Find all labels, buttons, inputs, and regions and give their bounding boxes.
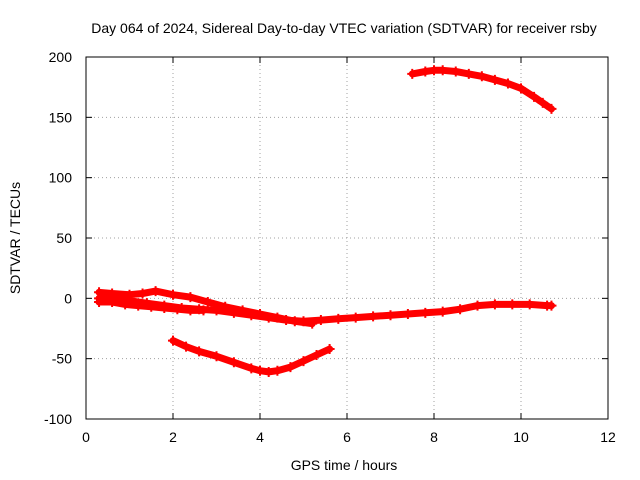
data-point (168, 289, 178, 300)
series-arc-upper (407, 65, 557, 114)
data-point (537, 97, 548, 108)
y-tick-label: 150 (49, 109, 73, 125)
data-point (402, 309, 413, 320)
x-tick-label: 8 (430, 429, 438, 445)
data-point (181, 341, 192, 352)
y-tick-label: 0 (64, 290, 72, 306)
x-tick-label: 10 (513, 429, 529, 445)
data-point (489, 74, 500, 85)
data-point (168, 335, 178, 346)
data-point (272, 312, 283, 323)
data-point (285, 362, 296, 373)
data-point (450, 66, 461, 77)
data-point (185, 292, 196, 303)
data-point (198, 305, 209, 316)
data-point (437, 306, 448, 317)
x-tick-label: 0 (82, 429, 90, 445)
data-point (120, 299, 131, 310)
y-tick-label: 100 (49, 170, 73, 186)
data-point (255, 309, 265, 320)
data-point (529, 91, 540, 102)
series-arc-main-b (94, 286, 318, 329)
data-point (202, 296, 213, 307)
data-point (420, 66, 431, 77)
data-point (455, 304, 466, 315)
data-point (107, 296, 118, 307)
data-point (311, 350, 322, 361)
data-point (107, 288, 118, 299)
data-point (385, 310, 396, 321)
data-point (333, 313, 344, 324)
y-axis-label: SDTVAR / TECUs (7, 182, 23, 294)
data-point (489, 299, 500, 310)
ticks-layer: 0 2 4 6 8 10 12 -100 -50 0 50 100 150 200 (44, 49, 616, 445)
series-arc-lower (168, 335, 335, 377)
data-point (315, 315, 326, 326)
data-point (237, 305, 248, 316)
grid-layer (86, 57, 608, 419)
series-arc-main-c (94, 296, 209, 316)
y-tick-label: -100 (44, 411, 72, 427)
data-point (94, 296, 105, 307)
data-point (472, 300, 483, 311)
y-tick-label: -50 (52, 351, 72, 367)
data-point (368, 311, 379, 322)
data-point (516, 83, 526, 94)
data-point (307, 318, 318, 329)
data-point (546, 300, 557, 311)
data-point (289, 316, 300, 327)
x-tick-label: 2 (169, 429, 177, 445)
data-point (133, 300, 144, 311)
data-point (194, 346, 205, 357)
data-point (172, 304, 183, 315)
data-point (502, 78, 513, 89)
data-point (255, 365, 265, 376)
data-point (350, 312, 361, 323)
data-point (263, 366, 274, 377)
series-layer (94, 65, 557, 377)
y-tick-label: 200 (49, 49, 73, 65)
data-point (220, 301, 231, 312)
data-point (324, 344, 335, 355)
data-point (211, 351, 222, 362)
data-point (159, 302, 170, 313)
data-point (546, 103, 557, 114)
data-point (94, 287, 105, 298)
x-tick-label: 4 (256, 429, 264, 445)
data-point (228, 357, 239, 368)
data-point (246, 363, 257, 374)
data-point (185, 305, 196, 316)
data-point (272, 365, 283, 376)
x-tick-label: 6 (343, 429, 351, 445)
data-point (476, 71, 487, 82)
data-point (137, 288, 148, 299)
data-point (507, 299, 518, 310)
chart-title: Day 064 of 2024, Sidereal Day-to-day VTE… (91, 20, 597, 36)
data-point (298, 356, 309, 367)
data-point (150, 286, 161, 297)
y-tick-label: 50 (56, 230, 72, 246)
data-point (420, 307, 431, 318)
x-axis-label: GPS time / hours (291, 457, 398, 473)
x-tick-label: 12 (600, 429, 616, 445)
data-point (437, 65, 448, 76)
data-point (407, 68, 418, 79)
data-point (146, 301, 157, 312)
data-point (124, 289, 135, 300)
data-point (524, 299, 535, 310)
data-point (429, 65, 439, 76)
data-point (463, 68, 474, 79)
